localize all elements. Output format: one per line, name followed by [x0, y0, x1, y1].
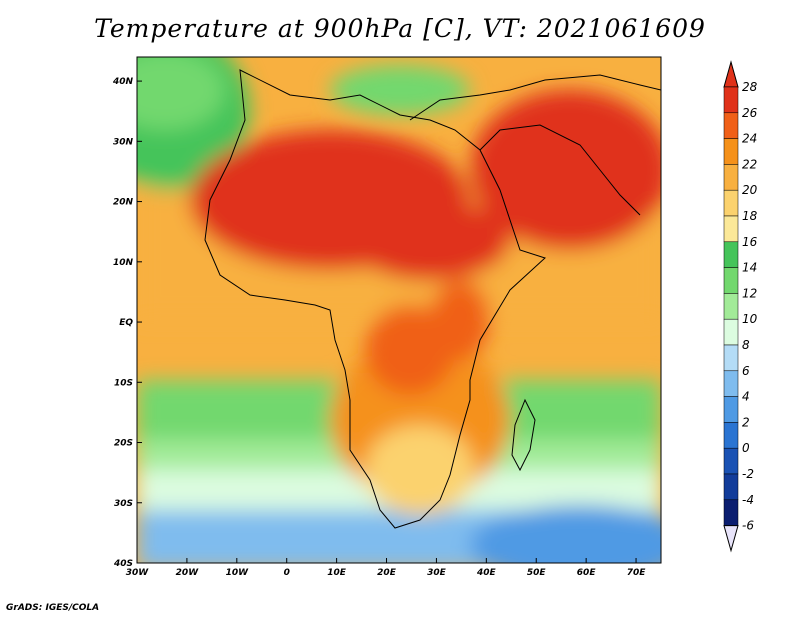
colorbar-swatch [723, 215, 739, 243]
lat-tick-label: 40S [113, 559, 133, 569]
lon-tick-label: 30E [427, 568, 447, 578]
colorbar-label: 4 [742, 390, 750, 404]
colorbar-label: 28 [742, 80, 758, 94]
lon-tick-label: 20E [377, 568, 397, 578]
lat-tick-label: EQ [119, 318, 133, 328]
coastlines [204, 69, 661, 529]
colorbar-label: 10 [742, 312, 758, 326]
colorbar-swatch [723, 241, 739, 268]
colorbar-label: 18 [742, 209, 758, 223]
colorbar-swatch [723, 370, 739, 397]
colorbar-label: -4 [742, 493, 754, 507]
colorbar-swatch [723, 422, 739, 449]
temperature-field [137, 57, 661, 563]
lon-tick-label: 60E [577, 568, 597, 578]
lon-tick-label: 20W [176, 568, 200, 578]
lon-axis: 30W 20W 10W 0 10E 20E 30E 40E 50E 60E 70E [126, 558, 646, 578]
plot-frame [136, 56, 662, 564]
lat-axis: 40N 30N 20N 10N EQ 10S 20S 30S 40S [112, 77, 142, 569]
lon-tick-label: 40E [476, 568, 497, 578]
colorbar-swatch [723, 293, 739, 320]
colorbar-min-triangle [723, 525, 739, 553]
colorbar-label: 2 [742, 415, 750, 429]
colorbar-swatch [723, 138, 739, 165]
colorbar-swatch [723, 447, 739, 475]
colorbar-label: 24 [742, 132, 757, 146]
colorbar-swatch [723, 189, 739, 217]
lat-tick-label: 40N [112, 77, 134, 87]
colorbar-swatch [723, 112, 739, 139]
colorbar-label: -2 [742, 467, 754, 481]
lon-tick-label: 50E [527, 568, 547, 578]
colorbar-label: 6 [742, 364, 750, 378]
lat-tick-label: 20S [114, 439, 133, 449]
colorbar-max-triangle [723, 60, 739, 88]
colorbar-label: -6 [742, 519, 754, 533]
colorbar-label: 12 [742, 286, 757, 300]
colorbar-label: 14 [742, 261, 757, 275]
footer-credit: GrADS: IGES/COLA [6, 603, 100, 613]
colorbar-swatch [723, 396, 739, 423]
colorbar-label: 22 [742, 157, 757, 171]
colorbar-swatch [723, 318, 739, 346]
colorbar-label: 20 [742, 183, 758, 197]
colorbar-label: 0 [742, 441, 750, 455]
colorbar-swatch [723, 86, 739, 114]
colorbar-swatch [723, 473, 739, 501]
colorbar-swatch [723, 267, 739, 294]
lon-tick-label: 70E [627, 568, 647, 578]
chart-title: Temperature at 900hPa [C], VT: 202106160… [94, 14, 706, 43]
lon-tick-label: 0 [284, 568, 290, 578]
lat-tick-label: 10S [114, 378, 133, 388]
lat-tick-label: 30N [113, 137, 134, 147]
colorbar-label: 16 [742, 235, 758, 249]
colorbar-swatch [723, 164, 739, 191]
colorbar-swatch [723, 344, 739, 372]
colorbar-label: 26 [742, 106, 758, 120]
lon-tick-label: 30W [126, 568, 150, 578]
colorbar-swatch [723, 499, 739, 526]
lon-tick-label: 10W [226, 568, 250, 578]
lat-tick-label: 10N [113, 258, 134, 268]
lon-tick-label: 10E [327, 568, 347, 578]
lat-tick-label: 30S [114, 499, 133, 509]
lat-tick-label: 20N [113, 198, 134, 208]
colorbar-label: 8 [742, 338, 750, 352]
